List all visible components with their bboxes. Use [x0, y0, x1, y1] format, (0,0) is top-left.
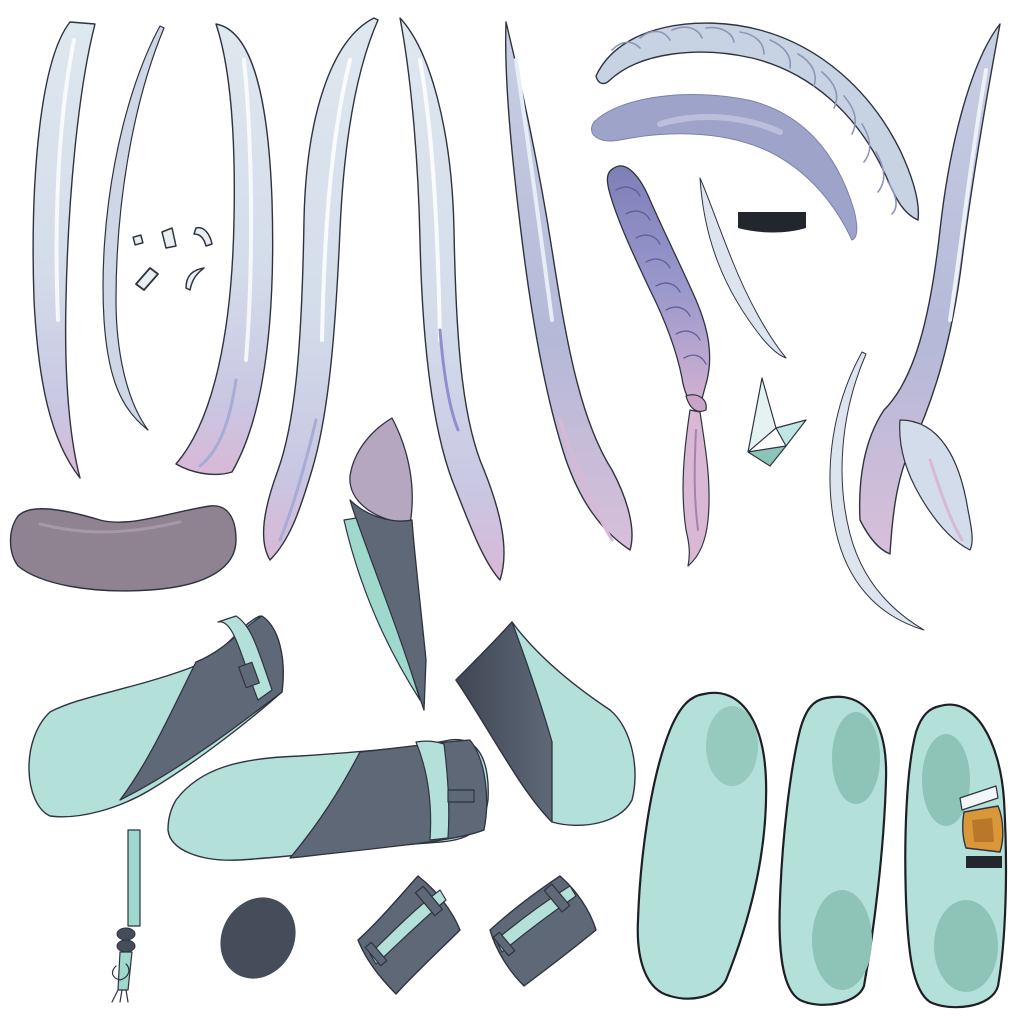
hair-lock-side: [505, 21, 633, 551]
hair-strand-arc: [829, 351, 925, 631]
braid-crown: [595, 22, 920, 221]
hair-lock-long-right: [399, 17, 505, 581]
shoe-sole-shaded: [778, 695, 888, 1006]
hair-lock-far-right: [858, 23, 1001, 555]
cuff-band-left: [357, 875, 461, 995]
dark-oval-patch: [220, 897, 296, 979]
bangs-shadow-band: [591, 94, 858, 241]
shoe-top-buckle: [904, 703, 1008, 1009]
hair-strand-thin: [699, 177, 787, 359]
black-band: [738, 212, 806, 233]
sleeve-cut: [455, 621, 636, 827]
hair-lock-left: [32, 21, 274, 479]
collar-piece: [9, 505, 237, 592]
hair-lock-inner-curve: [102, 25, 165, 431]
hair-ornament-clips: [132, 226, 213, 291]
scarf-tail: [343, 417, 427, 711]
crystal-ornament: [747, 377, 807, 467]
shoe-sole-plain: [636, 691, 768, 1000]
sleeve-left: [28, 615, 284, 818]
braid-small: [606, 165, 711, 567]
cuff-band-right: [489, 875, 597, 987]
sleeve-right: [167, 738, 489, 861]
tassel-cord: [111, 829, 141, 1003]
hair-lock-long-left: [262, 17, 379, 561]
